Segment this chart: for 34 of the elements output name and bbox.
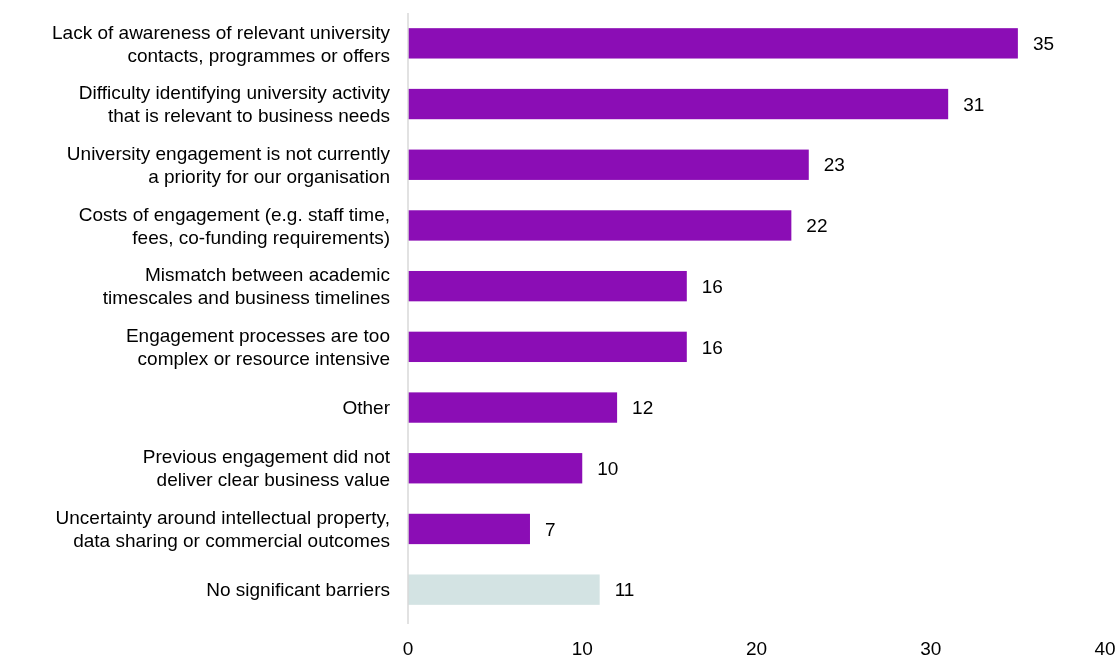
x-tick-label: 20 (745, 638, 768, 659)
data-label: 35 (1032, 33, 1055, 54)
x-tick-label: 30 (920, 638, 942, 659)
bar (408, 88, 949, 120)
data-label: 16 (701, 336, 723, 358)
y-tick-label: University engagement is not currently a priority for our organisation (66, 142, 391, 187)
y-tick-label: Engagement processes are too complex or resource intensive (125, 325, 390, 369)
y-tick-label: Difficulty identifying university activity that is relevant to business needs (78, 82, 391, 127)
y-tick-label: Previous engagement did not deliver clear business value (142, 446, 391, 491)
y-tick-label: Mismatch between academic timescales and business timelines (102, 264, 390, 309)
bar (408, 270, 687, 302)
y-tick-label: No significant barriers (206, 579, 390, 601)
data-label: 16 (701, 275, 723, 297)
data-label: 22 (806, 215, 828, 237)
data-label: 11 (614, 579, 635, 601)
y-tick-label: Costs of engagement (e.g. staff time, fees, co-funding requirements) (78, 203, 390, 248)
data-label: 31 (963, 93, 985, 115)
y-tick-label: Uncertainty around intellectual property, data sharing or commercial outcomes (55, 507, 390, 552)
bar (408, 331, 687, 363)
data-label: 23 (823, 154, 845, 176)
bar (408, 392, 618, 423)
x-tick-label: 10 (571, 638, 593, 659)
bar (408, 513, 530, 545)
y-tick-label: Other (342, 397, 391, 419)
data-label: 10 (597, 457, 619, 479)
bar (408, 453, 583, 484)
x-tick-label: 0 (402, 638, 414, 659)
bar (408, 210, 792, 241)
x-tick-label: 40 (1094, 638, 1116, 659)
data-label: 7 (544, 518, 556, 540)
data-label: 12 (632, 397, 654, 419)
y-tick-label: Lack of awareness of relevant university contacts, programmes or offers (52, 21, 391, 66)
bar (408, 28, 1018, 59)
bar (408, 149, 809, 180)
